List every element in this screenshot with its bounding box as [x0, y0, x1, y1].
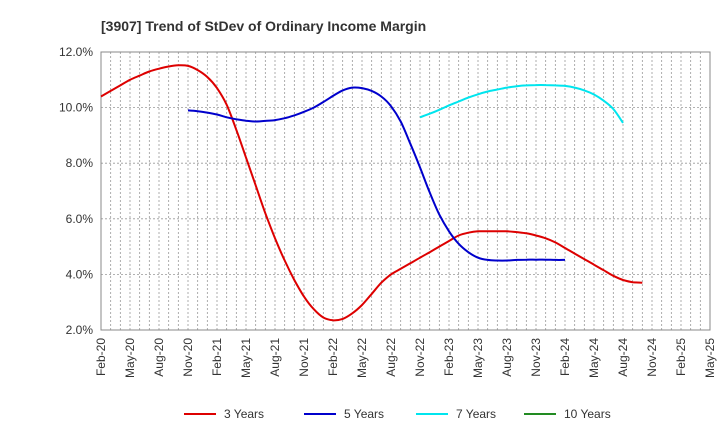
- x-tick-label: Nov-24: [645, 338, 659, 377]
- x-tick-label: Feb-25: [674, 338, 688, 376]
- x-tick-label: May-25: [703, 338, 717, 378]
- legend-label-3-years: 3 Years: [224, 407, 264, 421]
- y-tick-label: 12.0%: [59, 45, 93, 59]
- x-tick-label: Feb-24: [558, 338, 572, 376]
- legend-label-5-years: 5 Years: [344, 407, 384, 421]
- x-tick-label: Nov-22: [413, 338, 427, 377]
- x-tick-label: Nov-21: [297, 338, 311, 377]
- plot-area-frame: [100, 51, 711, 331]
- series-line-7-years: [419, 84, 624, 124]
- y-tick-label: 8.0%: [66, 156, 94, 170]
- series-line-3-years: [100, 64, 643, 322]
- y-tick-label: 4.0%: [66, 267, 94, 281]
- series-layer: [100, 64, 643, 322]
- x-tick-label: Aug-21: [268, 338, 282, 377]
- x-tick-label: Feb-20: [94, 338, 108, 376]
- x-tick-label: May-21: [239, 338, 253, 378]
- x-tick-label: May-22: [355, 338, 369, 378]
- grid: [100, 51, 711, 331]
- y-tick-label: 10.0%: [59, 101, 93, 115]
- legend-label-10-years: 10 Years: [564, 407, 611, 421]
- x-tick-label: Nov-23: [529, 338, 543, 377]
- legend: 3 Years 5 Years 7 Years 10 Years: [184, 407, 611, 421]
- x-tick-label: Aug-23: [500, 338, 514, 377]
- series-line-5-years: [187, 86, 566, 262]
- x-tick-label: Aug-20: [152, 338, 166, 377]
- y-tick-label: 6.0%: [66, 212, 94, 226]
- x-tick-label: May-24: [587, 338, 601, 378]
- x-tick-label: Aug-22: [384, 338, 398, 377]
- y-tick-label: 2.0%: [66, 323, 94, 337]
- legend-label-7-years: 7 Years: [456, 407, 496, 421]
- x-tick-label: Feb-22: [326, 338, 340, 376]
- x-tick-label: May-20: [123, 338, 137, 378]
- x-tick-label: Aug-24: [616, 338, 630, 377]
- x-tick-label: Feb-23: [442, 338, 456, 376]
- axes: 2.0% 4.0% 6.0% 8.0% 10.0% 12.0% Feb-20 May-20 Au…: [59, 45, 717, 378]
- x-tick-label: Nov-20: [181, 338, 195, 377]
- x-tick-label: Feb-21: [210, 338, 224, 376]
- chart-title: [3907] Trend of StDev of Ordinary Income…: [101, 18, 426, 34]
- x-tick-label: May-23: [471, 338, 485, 378]
